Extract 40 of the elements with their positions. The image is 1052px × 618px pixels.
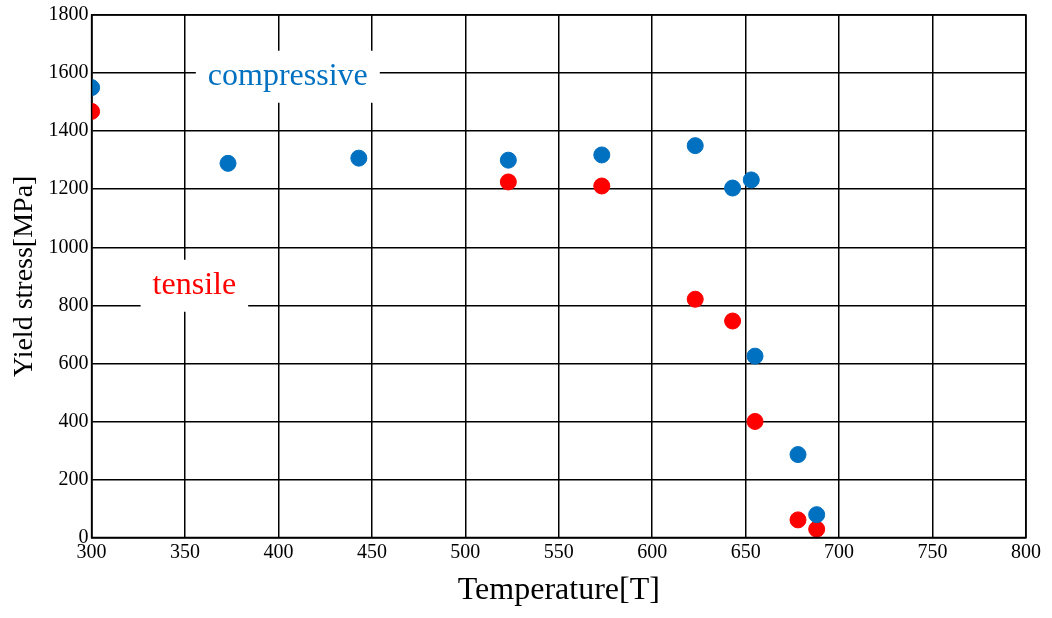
point	[808, 506, 826, 524]
point	[746, 347, 764, 365]
point	[499, 151, 517, 169]
point	[593, 146, 611, 164]
y-tick-label: 1800	[48, 2, 89, 25]
point	[789, 511, 807, 529]
series-label: compressive	[207, 56, 368, 93]
point	[686, 290, 704, 308]
point	[746, 412, 764, 430]
point	[593, 177, 611, 195]
point	[499, 173, 517, 191]
x-tick-label: 450	[356, 539, 387, 562]
x-tick-label: 500	[450, 539, 481, 562]
x-tick-label: 350	[170, 539, 201, 562]
point	[350, 149, 368, 167]
x-tick-label: 400	[263, 539, 294, 562]
y-tick-label: 1400	[48, 118, 89, 141]
y-tick-label: 800	[58, 292, 89, 315]
y-tick-label: 1200	[48, 176, 89, 199]
y-tick-label: 600	[58, 350, 89, 373]
x-tick-label: 600	[637, 539, 668, 562]
x-axis-title: Temperature[T]	[457, 570, 660, 607]
x-tick-label: 700	[824, 539, 855, 562]
point	[789, 446, 807, 464]
x-tick-label: 650	[730, 539, 761, 562]
point	[686, 137, 704, 155]
y-axis-title: Yield stress[MPa]	[7, 175, 39, 378]
x-tick-label: 800	[1011, 539, 1041, 562]
y-tick-label: 1000	[48, 234, 89, 257]
y-tick-label: 400	[58, 408, 89, 431]
point	[808, 520, 826, 538]
x-tick-label: 750	[917, 539, 948, 562]
point	[219, 154, 237, 172]
point	[724, 179, 742, 197]
x-tick-label: 550	[543, 539, 574, 562]
y-tick-label: 200	[58, 466, 89, 489]
text: tensile	[152, 265, 237, 302]
point	[742, 171, 760, 189]
y-tick-label: 1600	[48, 60, 89, 83]
point	[724, 312, 742, 330]
